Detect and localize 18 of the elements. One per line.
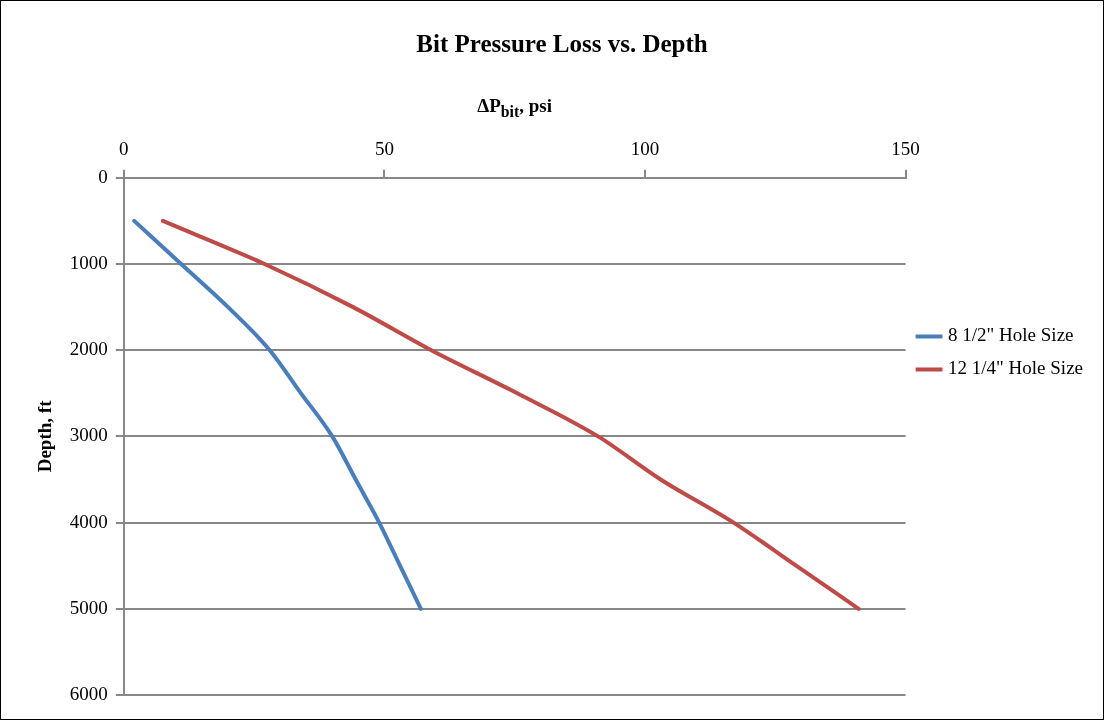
y-tick-label: 5000 (69, 596, 108, 618)
legend-label: 12 1/4" Hole Size (948, 357, 1084, 379)
y-tick-label: 2000 (69, 338, 108, 360)
x-tick-label: 50 (374, 138, 394, 160)
x-tick-label: 0 (119, 138, 129, 160)
y-axis-title: Depth, ft (34, 399, 56, 473)
legend-label: 8 1/2" Hole Size (948, 324, 1074, 346)
x-axis-title: ΔP$_{bit}$, psi (477, 95, 553, 121)
y-tick-label: 0 (98, 165, 108, 187)
line-series (132, 218, 423, 611)
line-series (160, 218, 861, 611)
y-tick-label: 1000 (69, 251, 108, 273)
y-tick-label: 3000 (69, 424, 108, 446)
x-tick-label: 100 (630, 138, 660, 160)
x-tick-label: 150 (891, 138, 920, 160)
y-tick-label: 4000 (69, 510, 108, 532)
chart-title: Bit Pressure Loss vs. Depth (416, 30, 708, 58)
y-tick-label: 6000 (69, 682, 108, 704)
